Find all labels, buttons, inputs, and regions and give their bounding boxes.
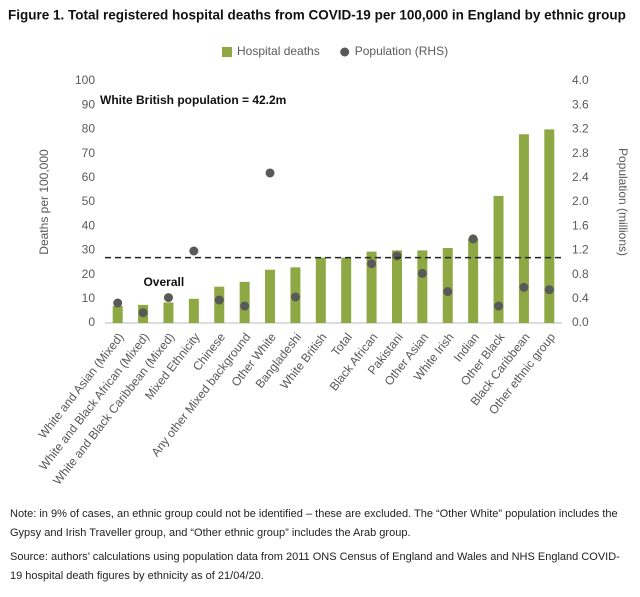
dot [214, 295, 224, 305]
bar [265, 269, 276, 323]
y2-tick-label: 3.2 [572, 122, 589, 136]
legend-swatch [340, 47, 350, 57]
dot [443, 287, 453, 297]
dot [417, 268, 427, 278]
bar [188, 298, 199, 323]
note: Note: in 9% of cases, an ethnic group co… [10, 508, 618, 539]
y2-tick-label: 0.4 [572, 291, 589, 305]
chart-title: Figure 1. Total registered hospital deat… [8, 8, 626, 23]
bar [468, 238, 479, 323]
bar [493, 195, 504, 323]
y2-tick-label: 1.2 [572, 243, 589, 257]
dot [113, 298, 123, 308]
x-tick-label: White and Black African (Mixed) [36, 330, 152, 473]
y-tick-label: 40 [82, 218, 96, 232]
dot [189, 246, 199, 256]
bar [315, 257, 326, 323]
legend-label: Population (RHS) [355, 44, 448, 58]
y-tick-label: 60 [82, 170, 96, 184]
y2-tick-label: 1.6 [572, 218, 589, 232]
y2-tick-label: 0.8 [572, 267, 589, 281]
bar [442, 247, 453, 323]
bar [544, 129, 555, 323]
bar [391, 250, 402, 323]
source: Source: authors’ calculations using popu… [10, 551, 620, 582]
y2-tick-label: 2.4 [572, 170, 589, 184]
chart: Figure 1. Total registered hospital deat… [8, 8, 630, 488]
dot [494, 301, 504, 311]
dot [468, 234, 478, 244]
bar [366, 251, 377, 323]
dot [367, 259, 377, 269]
y-tick-label: 80 [82, 122, 96, 136]
y-tick-label: 0 [88, 315, 95, 329]
y2-axis-label: Population (millions) [616, 148, 630, 256]
dot [163, 293, 173, 303]
y-tick-label: 30 [82, 243, 96, 257]
y2-tick-label: 0.0 [572, 315, 589, 329]
y2-tick-label: 2.8 [572, 146, 589, 160]
bar [214, 286, 225, 323]
dot [290, 292, 300, 302]
y-axis-label: Deaths per 100,000 [37, 149, 51, 255]
y2-tick-label: 4.0 [572, 73, 589, 87]
annotation: White British population = 42.2m [100, 93, 286, 107]
dot [265, 168, 275, 178]
bar [417, 250, 428, 323]
y-tick-label: 90 [82, 97, 96, 111]
y-tick-label: 10 [82, 291, 96, 305]
y-tick-label: 100 [75, 73, 95, 87]
bar [341, 257, 352, 323]
dot [519, 282, 529, 292]
legend-label: Hospital deaths [237, 44, 320, 58]
y-tick-label: 20 [82, 267, 96, 281]
dot [544, 285, 554, 295]
y2-tick-label: 3.6 [572, 97, 589, 111]
bar [112, 306, 123, 323]
y2-tick-label: 2.0 [572, 194, 589, 208]
y-tick-label: 50 [82, 194, 96, 208]
legend-swatch [222, 47, 232, 57]
dot [240, 301, 250, 311]
bar [163, 302, 174, 323]
y-tick-label: 70 [82, 146, 96, 160]
dot [392, 251, 402, 261]
bar [518, 134, 529, 323]
dot [138, 308, 148, 318]
reference-label: Overall [143, 275, 184, 289]
